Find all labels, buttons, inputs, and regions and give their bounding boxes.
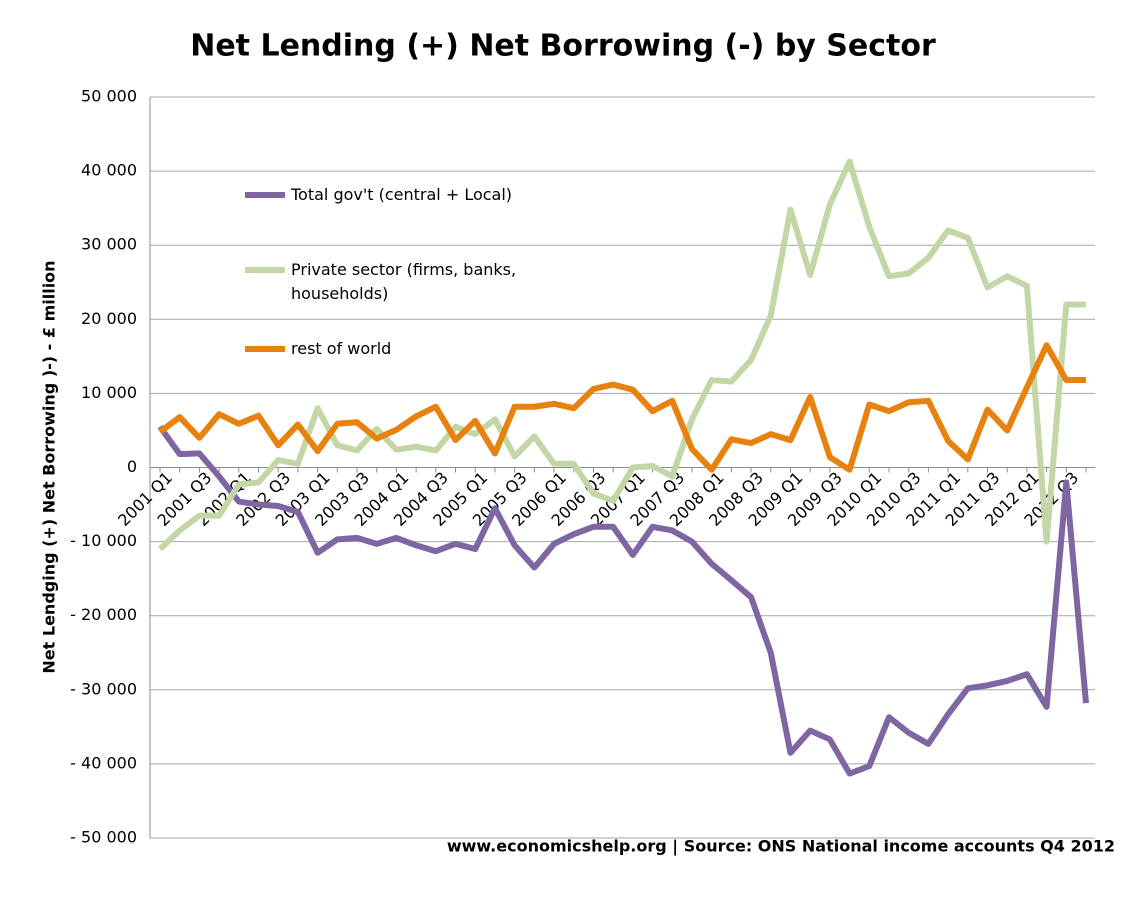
y-axis-label: Net Lendging (+) Net Borrowing )-) - £ m… xyxy=(40,260,59,673)
y-tick-label: - 50 000 xyxy=(70,828,137,847)
series-line xyxy=(158,342,1086,473)
chart-title: Net Lending (+) Net Borrowing (-) by Sec… xyxy=(190,29,936,64)
y-tick-label: - 30 000 xyxy=(70,679,137,698)
legend-label: Private sector (firms, banks, households… xyxy=(291,260,517,303)
y-tick-label: 50 000 xyxy=(81,87,137,106)
y-tick-label: 20 000 xyxy=(81,309,137,328)
y-tick-label: - 10 000 xyxy=(70,531,137,550)
y-tick-label: 10 000 xyxy=(81,383,137,402)
y-tick-label: 40 000 xyxy=(81,161,137,180)
y-tick-label: - 40 000 xyxy=(70,753,137,772)
legend-label: Total gov't (central + Local) xyxy=(291,185,513,204)
series-line xyxy=(157,158,1086,552)
series-line xyxy=(157,424,1089,777)
legend-label: rest of world xyxy=(291,339,392,358)
source-note: www.economicshelp.org | Source: ONS Nati… xyxy=(447,837,1115,857)
y-tick-label: 30 000 xyxy=(81,235,137,254)
y-tick-label: 0 xyxy=(127,457,137,476)
y-tick-label: - 20 000 xyxy=(70,605,137,624)
